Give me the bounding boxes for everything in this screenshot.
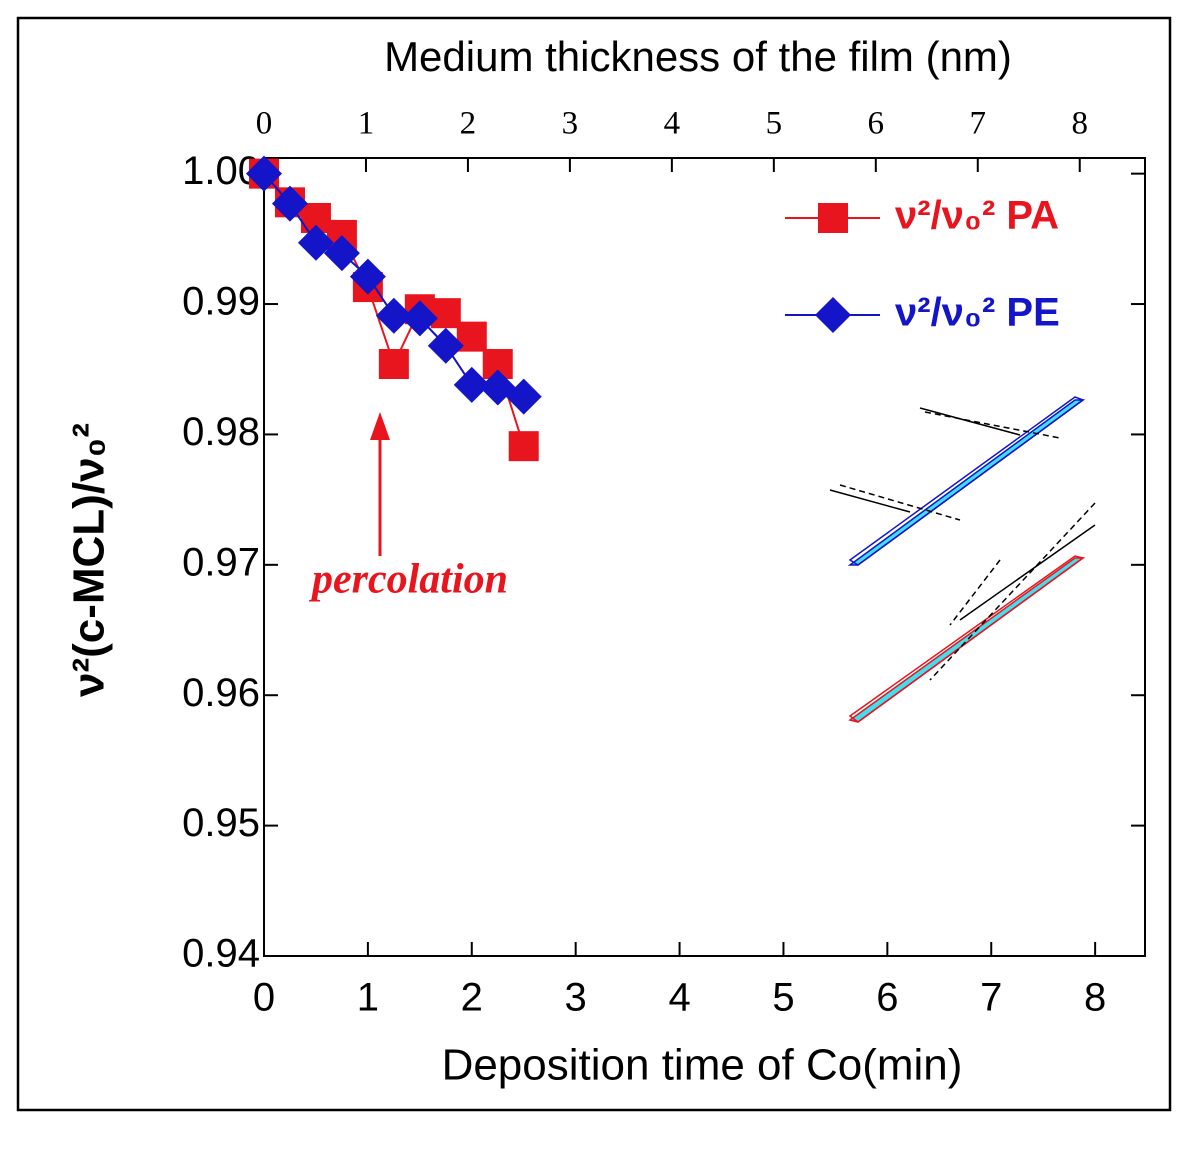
- x-tick-label: 5: [772, 976, 794, 1020]
- x-tick-label: 4: [668, 976, 690, 1020]
- frame: [16, 16, 1172, 1112]
- data-point: [427, 327, 464, 364]
- y-axis-title: ν²(c-MCL)/ν₀²: [65, 423, 114, 697]
- x-tick-label: 2: [461, 976, 483, 1020]
- y-tick-label: 0.97: [182, 540, 260, 584]
- legend-marker: [815, 297, 851, 333]
- x-tick-label: 8: [1084, 976, 1106, 1020]
- y-tick-label: 0.98: [182, 410, 260, 454]
- x-tick-label: 7: [980, 976, 1002, 1020]
- data-point: [401, 300, 438, 337]
- top-axis-title: Medium thickness of the film (nm): [384, 33, 1012, 80]
- data-point: [349, 258, 386, 295]
- x-axis-title: Deposition time of Co(min): [442, 1041, 963, 1090]
- legend-label: ν²/ν₀² PA: [895, 194, 1059, 238]
- legend-marker: [818, 203, 848, 233]
- y-tick-label: 0.95: [182, 801, 260, 845]
- percolation-arrow: [370, 412, 390, 556]
- y-tick-label: 0.99: [182, 280, 260, 324]
- data-point: [323, 235, 360, 272]
- plot-frame: [263, 157, 1146, 957]
- x2-tick-label: 3: [562, 106, 579, 142]
- x2-tick-label: 8: [1071, 106, 1088, 142]
- x-tick-label: 0: [253, 976, 275, 1020]
- x2-tick-label: 1: [358, 106, 375, 142]
- y-tick-label: 1.00: [182, 149, 260, 193]
- x2-tick-label: 4: [664, 106, 681, 142]
- data-point: [505, 378, 542, 415]
- legend-label: ν²/ν₀² PE: [895, 291, 1060, 335]
- data-point: [430, 298, 461, 329]
- inset-pa: [848, 502, 1096, 723]
- x-tick-label: 3: [565, 976, 587, 1020]
- data-point: [508, 431, 539, 462]
- y-tick-label: 0.94: [182, 932, 260, 976]
- x2-tick-label: 7: [970, 106, 987, 142]
- data-point: [378, 349, 409, 380]
- x2-tick-label: 0: [256, 106, 273, 142]
- annotation: percolation: [309, 557, 508, 603]
- x-tick-label: 6: [876, 976, 898, 1020]
- x2-tick-label: 6: [868, 106, 885, 142]
- y-tick-label: 0.96: [182, 671, 260, 715]
- data-point: [453, 366, 490, 403]
- data-point: [479, 369, 516, 406]
- data-point: [246, 155, 282, 192]
- inset-pe: [829, 396, 1086, 566]
- data-point: [375, 297, 412, 334]
- x2-tick-label: 5: [766, 106, 783, 142]
- data-point: [271, 185, 308, 222]
- data-point: [297, 224, 334, 261]
- x2-tick-label: 2: [460, 106, 477, 142]
- x-tick-label: 1: [357, 976, 379, 1020]
